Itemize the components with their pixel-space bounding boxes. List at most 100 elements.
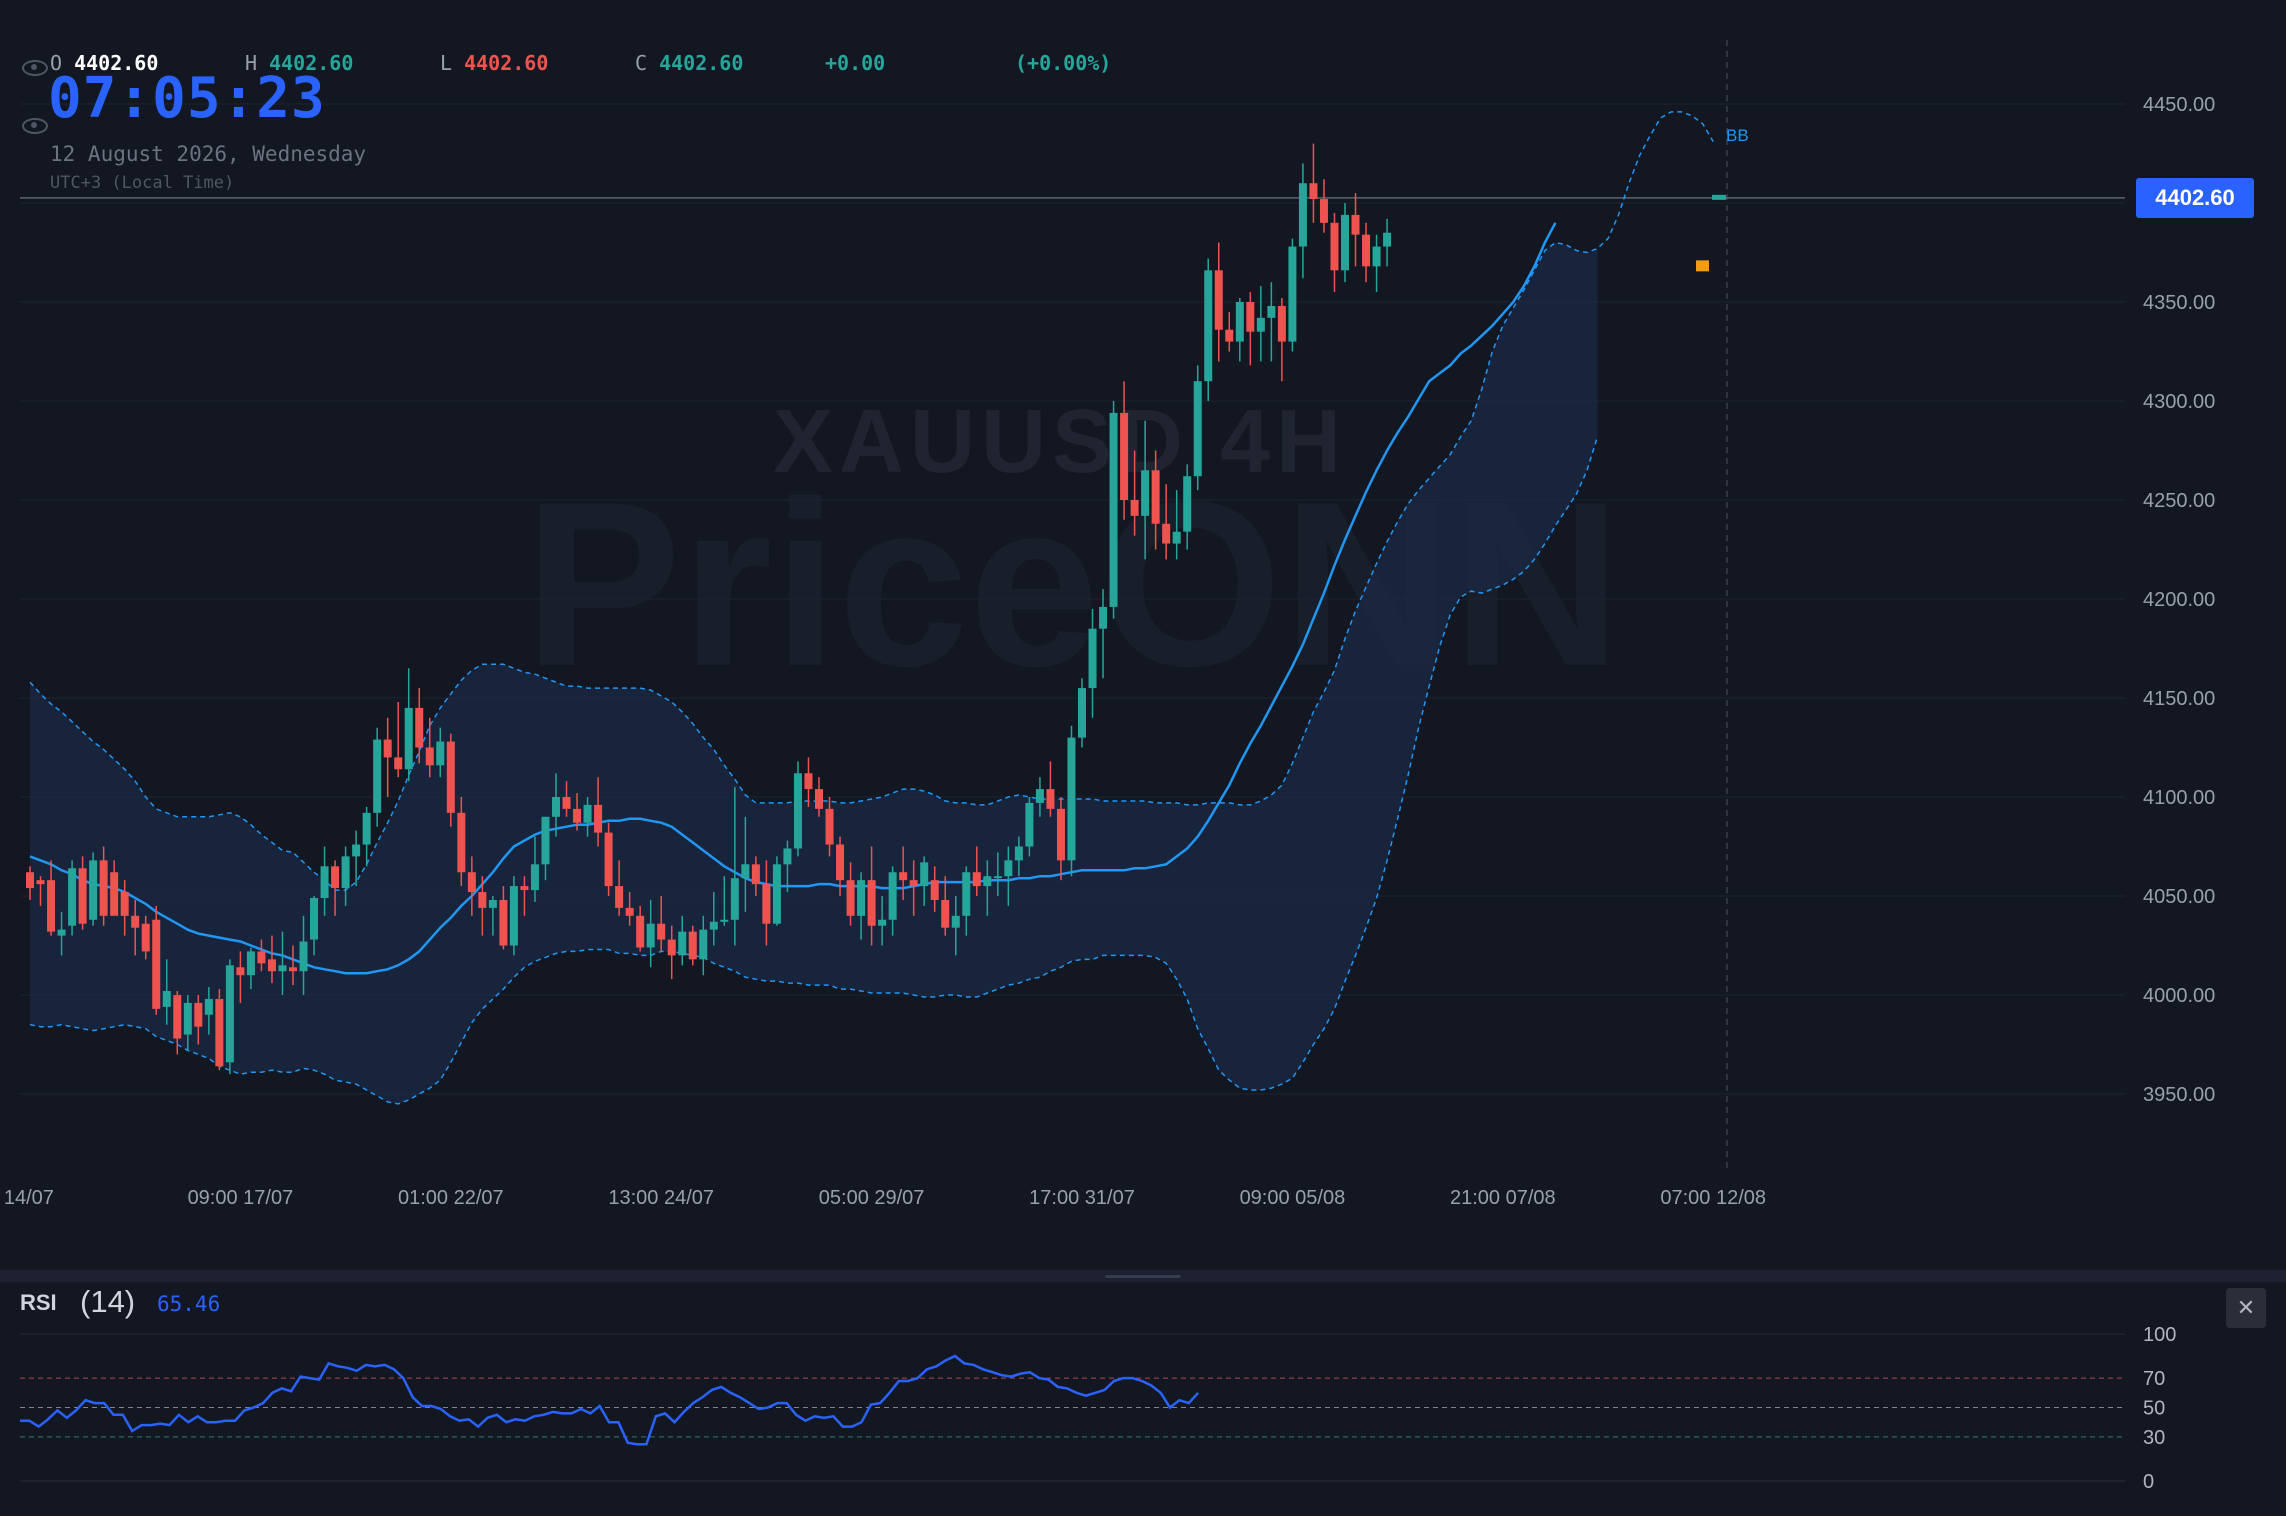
price-tick-label: 4450.00 [2143,94,2215,116]
time-tick-label: 07:00 12/08 [1660,1187,1766,1209]
candle-body [530,864,539,891]
candle-body [131,915,140,928]
price-tick-label: 4000.00 [2143,985,2215,1007]
candle-body [962,872,971,916]
candle-body [509,886,518,946]
candle-body [425,747,434,766]
candles[interactable] [26,143,1726,1075]
candle-body [299,941,308,972]
candle-body [1267,305,1276,318]
candle-body [1204,270,1213,382]
candle-body [1383,232,1392,247]
candle-body [289,967,297,972]
candle-body [583,804,592,823]
price-tick-label: 3950.00 [2143,1084,2215,1106]
candle-body [225,965,234,1063]
candle-body [267,959,276,972]
candle-body [625,907,634,916]
time-tick-label: 17:00 31/07 [1029,1187,1135,1209]
candle-body [1025,802,1034,847]
candle-body [1035,789,1044,803]
candle-body [615,886,624,908]
candle-body [909,880,918,887]
pane-resize-handle[interactable] [1105,1275,1181,1278]
candle-body [636,915,645,948]
candle-body [1330,222,1339,271]
candle-body [793,773,802,849]
band-middle [29,222,1557,975]
candle-body [278,965,287,972]
candle-body [257,951,266,964]
date-text: 12 August 2026, Wednesday [50,142,367,166]
candle-body [78,868,87,924]
candle-body [99,860,108,916]
candle-body [1225,329,1234,342]
candle-body [930,880,939,900]
price-tick-label: 4100.00 [2143,787,2215,809]
change-value: +0.00 [825,51,886,75]
price-tick-label: 4350.00 [2143,292,2215,314]
candle-body [1309,183,1318,200]
price-tick-label: 4150.00 [2143,688,2215,710]
price-tick-label: 4300.00 [2143,391,2215,413]
candle-body [1162,523,1171,544]
candle-body [352,844,361,857]
visibility-eye-icon[interactable] [22,60,48,76]
bb-indicator-label[interactable]: BB [1726,126,1749,145]
candle-body [520,886,529,891]
time-tick-label: 05:00 29/07 [819,1187,925,1209]
candle-body [488,899,497,908]
candle-body [1088,628,1097,689]
candle-body [1130,500,1139,516]
time-tick-label: 13:00 24/07 [608,1187,714,1209]
candle-body [373,739,382,813]
candle-body [678,931,687,956]
candle-body [825,808,834,845]
close-value: 4402.60 [659,51,744,75]
candle-body [783,848,792,865]
bollinger-bands [29,111,1714,1105]
candle-body [26,872,34,889]
candle-body [1319,199,1328,223]
candle-body [1014,846,1023,861]
time-tick-label: 09:00 05/08 [1240,1187,1346,1209]
candle-body [446,741,455,813]
candle-body [804,773,813,790]
low-value: 4402.60 [464,51,549,75]
candle-body [499,899,508,946]
candle-body [972,872,981,887]
candle-body [762,884,771,924]
candle-body [89,860,98,920]
low-label: L [440,51,453,75]
price-tick-label: 4050.00 [2143,886,2215,908]
candle-body [320,866,329,898]
candle-body [541,816,550,865]
high-label: H [245,51,258,75]
candle-body [983,876,992,887]
candle-body [1193,381,1202,477]
open-value: 4402.60 [74,51,159,75]
open-label: O [50,51,63,75]
candle-body [751,864,760,885]
watermark-symbol: XAUUSD 4H [773,392,1347,492]
rsi-line [20,1354,1200,1446]
candle-body [646,923,655,948]
last-price-tag: 4402.60 [2136,178,2254,218]
candle-body [47,880,56,932]
candle-body [657,923,666,940]
candle-body [1235,302,1244,342]
candle-body [604,832,613,887]
candle-body [162,991,171,1007]
rsi-period: (14) [80,1284,136,1319]
candle-body [741,864,750,879]
candle-body [467,872,476,893]
candle-body [183,1002,192,1035]
rsi-chart[interactable]: 100 70 50 30 0 [20,1324,2176,1493]
close-rsi-button[interactable]: ✕ [2226,1288,2266,1328]
legend-open: O 4402.60 [50,51,158,75]
change-percent: (+0.00%) [1015,51,1112,75]
visibility-eye-icon-2[interactable] [22,118,48,134]
clock: 07:05:23 [48,66,326,131]
live-candle [1712,194,1726,200]
